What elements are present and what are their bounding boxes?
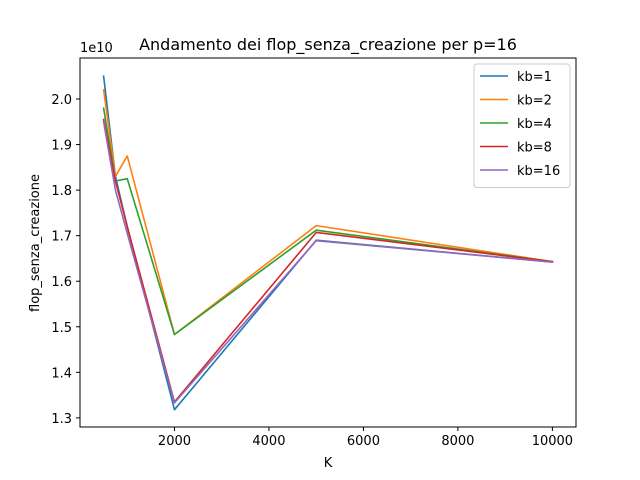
plot-frame	[79, 57, 577, 428]
series-line-kb-8	[102, 118, 554, 403]
x-axis-label: K	[324, 456, 333, 471]
y-tick-label: 1.5	[51, 321, 72, 336]
y-tick-label: 1.4	[51, 366, 72, 381]
y-tick-label: 2.0	[51, 93, 72, 108]
y-axis-label: flop_senza_creazione	[28, 174, 43, 312]
y-tick-label: 1.8	[51, 184, 72, 199]
y-axis-ticks: 1.3 1.4 1.5 1.6 1.7 1.8 1.9 2.0	[51, 93, 80, 427]
x-tick-label: 10000	[532, 434, 573, 449]
y-tick-label: 1.9	[51, 139, 72, 154]
legend-label: kb=1	[517, 70, 552, 85]
x-tick-label: 8000	[441, 434, 474, 449]
y-tick-label: 1.7	[51, 230, 72, 245]
x-axis-ticks: 2000 4000 6000 8000 10000	[158, 427, 573, 449]
y-tick-label: 1.6	[51, 275, 72, 290]
legend: kb=1 kb=2 kb=4 kb=8 kb=16	[473, 63, 571, 188]
series-line-kb-2	[102, 88, 554, 336]
y-tick-label: 1.3	[51, 412, 72, 427]
y-axis-offset-label: 1e10	[80, 41, 113, 56]
x-tick-label: 4000	[252, 434, 285, 449]
chart-title: Andamento dei flop_senza_creazione per p…	[139, 35, 517, 55]
x-tick-label: 2000	[158, 434, 191, 449]
legend-label: kb=2	[517, 94, 552, 109]
legend-label: kb=8	[517, 141, 552, 156]
legend-box	[473, 63, 571, 188]
series-line-kb-16	[102, 120, 554, 404]
legend-label: kb=4	[517, 117, 552, 132]
legend-label: kb=16	[517, 164, 560, 179]
x-tick-label: 6000	[347, 434, 380, 449]
plot-area	[79, 57, 577, 428]
series-lines	[102, 75, 554, 411]
